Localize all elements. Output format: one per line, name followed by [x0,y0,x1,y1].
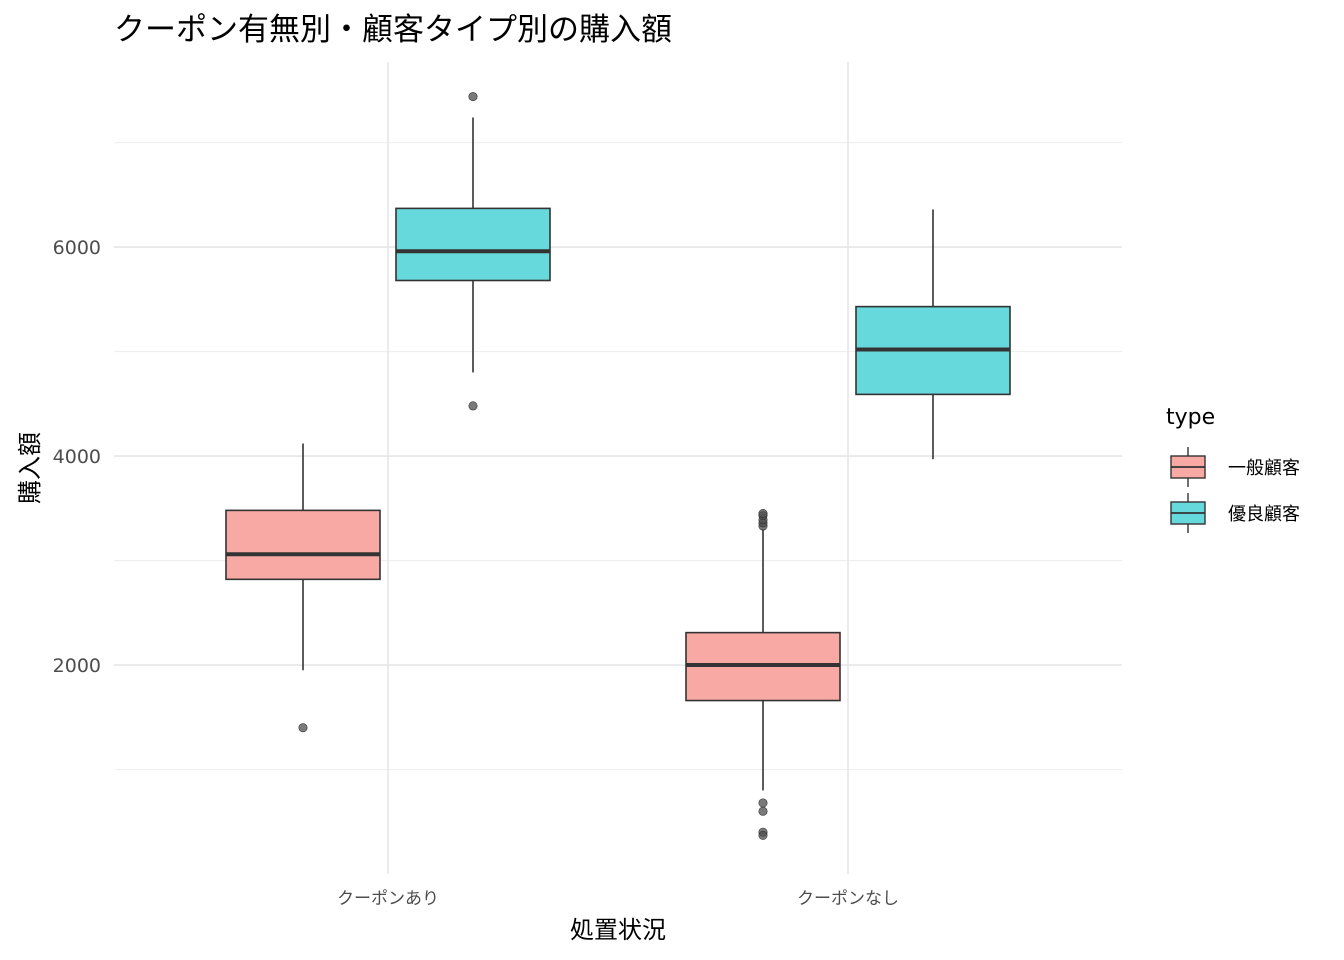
box-1-1 [855,209,1011,460]
x-axis-label: 処置状況 [570,916,666,944]
y-tick-label: 4000 [53,446,101,468]
y-axis-label: 購入額 [16,432,44,504]
y-tick-label: 6000 [53,237,101,259]
boxes [225,92,1011,840]
axis-ticks: 2000 4000 6000 クーポンあり クーポンなし [53,237,899,909]
box-0-0 [225,443,381,733]
x-tick-label: クーポンなし [797,889,899,909]
legend-label: 優良顧客 [1228,504,1300,525]
box-body [225,509,381,581]
outlier-point [468,401,478,411]
y-tick-label: 2000 [53,655,101,677]
legend-label: 一般顧客 [1228,458,1300,479]
legend-item: 優良顧客 [1170,493,1300,533]
outlier-point [298,723,308,733]
box-0-1 [685,509,841,840]
legend-title: type [1166,405,1215,430]
outlier-point [758,798,768,808]
box-1-0 [395,92,551,411]
outlier-point [758,806,768,816]
outlier-point [758,830,768,840]
outlier-point [758,509,768,519]
x-tick-label: クーポンあり [337,889,439,909]
box-body [395,207,551,282]
legend-item: 一般顧客 [1170,447,1300,487]
chart-title: クーポン有無別・顧客タイプ別の購入額 [114,12,672,48]
outlier-point [468,92,478,102]
